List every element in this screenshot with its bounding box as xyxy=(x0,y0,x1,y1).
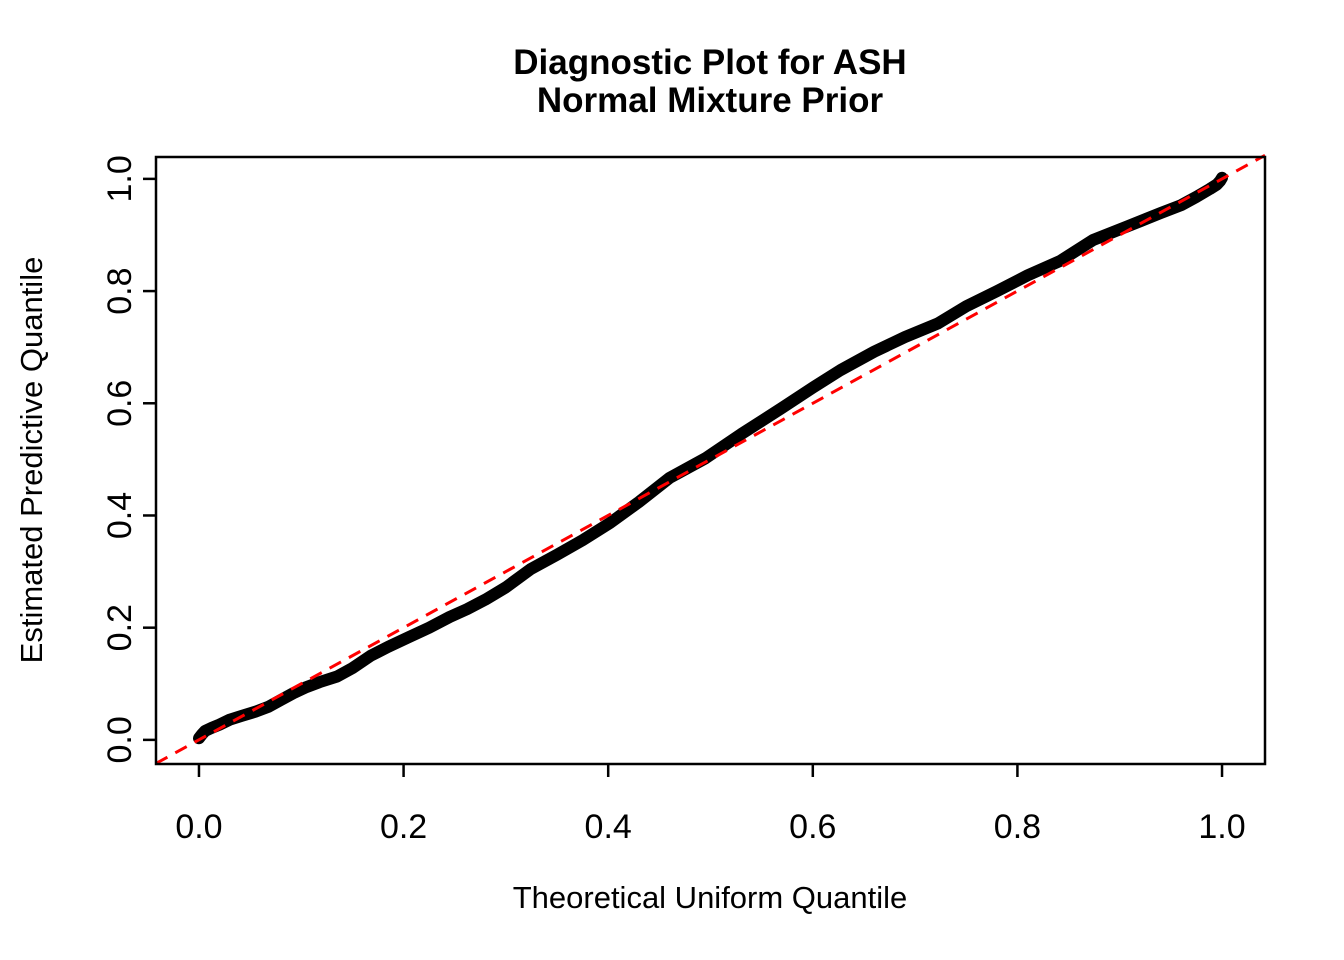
x-axis-label: Theoretical Uniform Quantile xyxy=(513,880,908,915)
plot-box xyxy=(154,155,1267,766)
x-tick-label: 0.4 xyxy=(585,808,632,846)
predictive-quantile-curve xyxy=(193,171,1228,745)
y-tick-label: 1.0 xyxy=(101,155,139,202)
y-tick-label: 0.0 xyxy=(101,716,139,763)
y-tick-label: 0.4 xyxy=(101,492,139,539)
y-tick-label: 0.8 xyxy=(101,267,139,314)
x-tick-label: 0.6 xyxy=(789,808,836,846)
plot-title-line1: Diagnostic Plot for ASH xyxy=(513,43,906,82)
x-tick-label: 1.0 xyxy=(1198,808,1245,846)
x-tick-label: 0.8 xyxy=(994,808,1041,846)
identity-reference-line xyxy=(155,153,1266,765)
y-tick-label: 0.6 xyxy=(101,380,139,427)
x-tick-label: 0.0 xyxy=(175,808,222,846)
x-tick-label: 0.2 xyxy=(380,808,427,846)
plot-title-line2: Normal Mixture Prior xyxy=(537,81,884,120)
y-axis-label: Estimated Predictive Quantile xyxy=(14,257,49,664)
y-tick-label: 0.2 xyxy=(101,604,139,651)
